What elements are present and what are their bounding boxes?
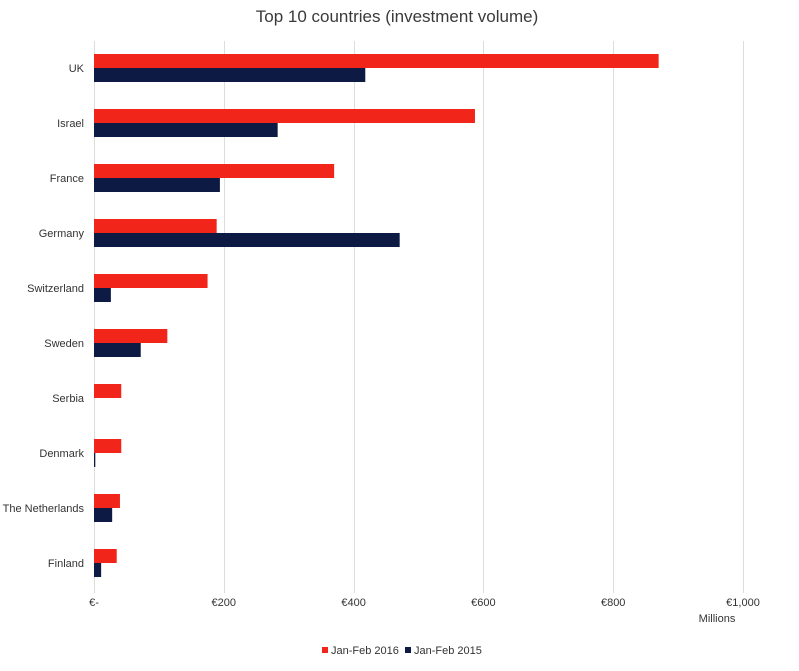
category-label: Serbia bbox=[52, 393, 85, 405]
category-label: Denmark bbox=[39, 448, 84, 460]
bar-2015 bbox=[94, 508, 113, 522]
bars bbox=[94, 54, 659, 577]
category-label: Switzerland bbox=[27, 283, 84, 295]
chart-title: Top 10 countries (investment volume) bbox=[256, 7, 539, 26]
x-tick-labels: €- €200 €400 €600 €800 €1,000 bbox=[89, 597, 760, 609]
x-axis-unit-label: Millions bbox=[699, 613, 736, 625]
bar-2015 bbox=[94, 288, 111, 302]
legend-label: Jan-Feb 2015 bbox=[414, 645, 482, 657]
x-tick-label: €200 bbox=[212, 597, 236, 609]
bar-2016 bbox=[94, 384, 122, 398]
bar-2016 bbox=[94, 439, 122, 453]
bar-2016 bbox=[94, 329, 168, 343]
bar-2015 bbox=[94, 123, 278, 137]
bar-2016 bbox=[94, 54, 659, 68]
bar-2015 bbox=[94, 343, 141, 357]
x-tick-label: €1,000 bbox=[726, 597, 760, 609]
x-tick-label: €800 bbox=[601, 597, 625, 609]
x-tick-label: €- bbox=[89, 597, 99, 609]
bar-2016 bbox=[94, 109, 475, 123]
bar-2016 bbox=[94, 549, 117, 563]
bar-2015 bbox=[94, 178, 220, 192]
bar-2016 bbox=[94, 219, 217, 233]
legend-swatch bbox=[322, 647, 328, 653]
category-label: Israel bbox=[57, 118, 84, 130]
category-label: France bbox=[50, 173, 84, 185]
category-label: Germany bbox=[39, 228, 85, 240]
category-label: The Netherlands bbox=[3, 503, 85, 515]
category-label: Sweden bbox=[44, 338, 84, 350]
legend-swatch bbox=[405, 647, 411, 653]
x-tick-label: €600 bbox=[471, 597, 495, 609]
legend: Jan-Feb 2016 Jan-Feb 2015 bbox=[322, 645, 482, 657]
bar-2016 bbox=[94, 494, 120, 508]
category-labels: UK Israel France Germany Switzerland Sweden Se… bbox=[3, 63, 85, 570]
bar-2016 bbox=[94, 274, 208, 288]
bar-2015 bbox=[94, 68, 366, 82]
category-label: Finland bbox=[48, 558, 84, 570]
legend-label: Jan-Feb 2016 bbox=[331, 645, 399, 657]
bar-2015 bbox=[94, 233, 400, 247]
category-label: UK bbox=[69, 63, 85, 75]
bar-2015 bbox=[94, 453, 96, 467]
bar-2015 bbox=[94, 563, 102, 577]
bar-2016 bbox=[94, 164, 335, 178]
x-tick-label: €400 bbox=[341, 597, 365, 609]
